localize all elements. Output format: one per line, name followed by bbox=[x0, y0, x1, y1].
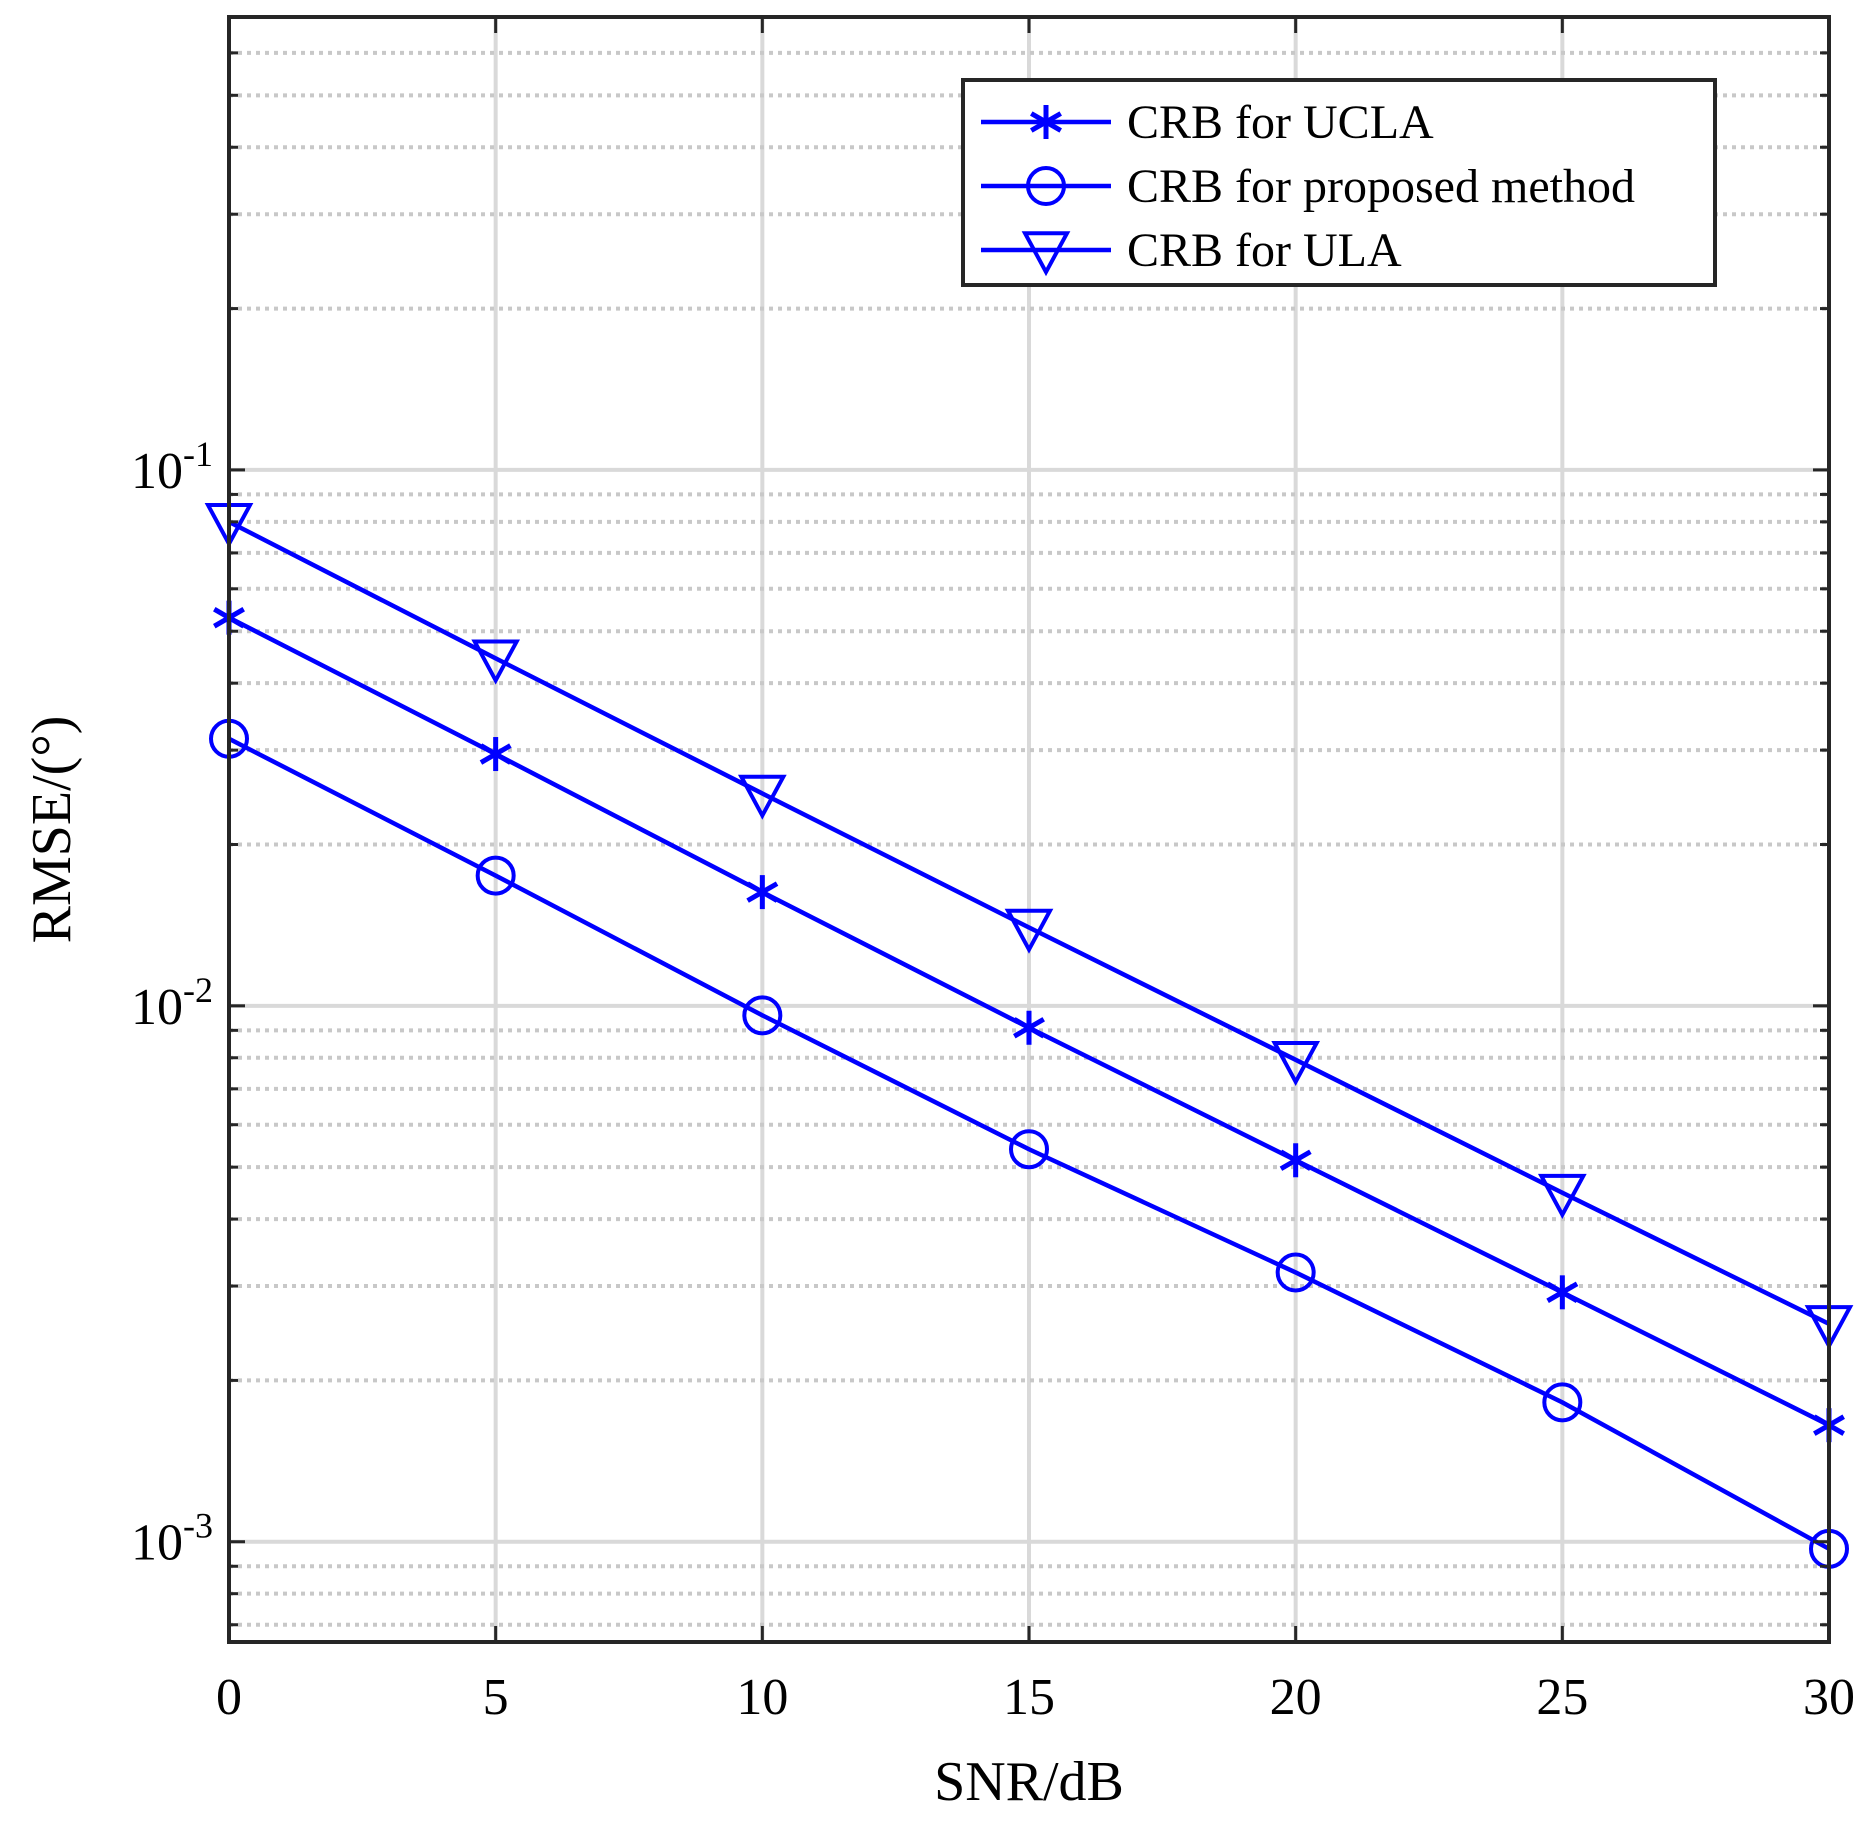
marker-circle bbox=[1026, 166, 1066, 206]
legend-item: CRB for proposed method bbox=[981, 160, 1635, 213]
legend: CRB for UCLA CRB for proposed method CRB f… bbox=[961, 78, 1717, 287]
y-tick-exponent: -2 bbox=[183, 970, 213, 1010]
marker-asterisk bbox=[1013, 1010, 1045, 1045]
series-line bbox=[227, 736, 1831, 1551]
x-tick-label: 0 bbox=[216, 1669, 242, 1726]
marker-asterisk-stroke bbox=[1546, 1281, 1579, 1303]
x-tick-label: 20 bbox=[1270, 1669, 1322, 1726]
legend-item: CRB for ULA bbox=[981, 224, 1402, 277]
y-tick-exponent: -1 bbox=[183, 434, 213, 474]
marker-asterisk bbox=[746, 875, 779, 910]
marker-circle bbox=[1275, 1252, 1316, 1293]
x-tick-label: 30 bbox=[1803, 1669, 1855, 1726]
x-axis-label: SNR/dB bbox=[934, 1751, 1124, 1813]
legend-label: CRB for ULA bbox=[1127, 224, 1402, 277]
y-tick-labels: 10-310-210-1 bbox=[131, 434, 213, 1572]
marker-triangle-down bbox=[1537, 1173, 1587, 1219]
legend-item: CRB for UCLA bbox=[981, 96, 1434, 149]
marker-asterisk-stroke bbox=[1279, 1149, 1312, 1171]
marker-asterisk-stroke bbox=[1013, 1017, 1045, 1039]
x-tick-label: 10 bbox=[736, 1669, 788, 1726]
marker-asterisk bbox=[1030, 105, 1062, 139]
marker-triangle-down bbox=[1004, 908, 1054, 954]
marker-asterisk bbox=[1546, 1275, 1579, 1310]
marker-circle bbox=[1542, 1382, 1583, 1423]
y-tick-label: 10-1 bbox=[131, 434, 213, 500]
y-tick-exponent: -3 bbox=[183, 1506, 213, 1546]
y-tick-base: 10 bbox=[131, 979, 183, 1036]
marker-triangle-down bbox=[737, 774, 787, 820]
y-tick-base: 10 bbox=[131, 1515, 183, 1572]
y-tick-label: 10-3 bbox=[131, 1506, 213, 1572]
x-tick-label: 15 bbox=[1003, 1669, 1055, 1726]
series-line bbox=[227, 519, 1830, 1326]
marker-circle bbox=[475, 855, 516, 896]
legend-label: CRB for UCLA bbox=[1127, 96, 1434, 149]
x-tick-labels: 0 5 10 15 20 25 30 bbox=[216, 1669, 1855, 1726]
y-axis-label: RMSE/(°) bbox=[21, 716, 83, 944]
marker-triangle-down bbox=[1271, 1041, 1321, 1087]
legend-label: CRB for proposed method bbox=[1127, 160, 1635, 213]
marker-asterisk-stroke bbox=[746, 881, 779, 903]
axis-ticks bbox=[227, 17, 1831, 1642]
marker-circle bbox=[742, 995, 783, 1036]
marker-asterisk bbox=[1279, 1143, 1312, 1178]
y-tick-base: 10 bbox=[131, 443, 183, 500]
marker-circle bbox=[1009, 1129, 1049, 1170]
marker-asterisk-stroke bbox=[479, 743, 512, 765]
marker-triangle-down bbox=[471, 639, 521, 685]
x-tick-label: 25 bbox=[1536, 1669, 1588, 1726]
marker-triangle-down bbox=[1021, 231, 1071, 277]
marker-asterisk-stroke bbox=[1030, 111, 1062, 133]
marker-asterisk bbox=[479, 737, 512, 772]
x-tick-label: 5 bbox=[483, 1669, 509, 1726]
y-tick-label: 10-2 bbox=[131, 970, 213, 1036]
